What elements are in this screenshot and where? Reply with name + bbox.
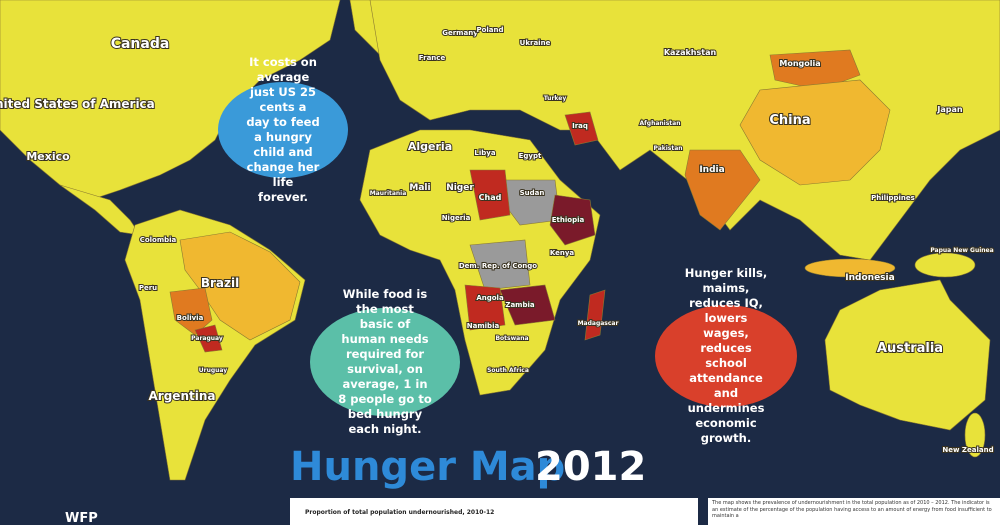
country-label: Colombia	[140, 236, 177, 244]
paraguay	[194, 324, 223, 353]
country-label: Paraguay	[191, 335, 223, 342]
country-label: Philippines	[871, 194, 915, 202]
country-label: Botswana	[495, 335, 528, 342]
new-zealand	[964, 412, 986, 458]
country-label: Peru	[139, 284, 157, 292]
country-label: Turkey	[544, 95, 567, 102]
country-label: Kenya	[550, 249, 575, 257]
note-panel	[708, 498, 1000, 525]
angola	[464, 284, 506, 331]
north-america	[0, 0, 341, 201]
country-label: Libya	[474, 149, 495, 157]
country-label: South Africa	[487, 367, 529, 374]
brazil	[179, 231, 301, 341]
country-label: Mali	[409, 183, 430, 193]
country-label: Nigeria	[442, 214, 471, 222]
india	[684, 149, 761, 231]
country-label: Argentina	[149, 389, 216, 403]
country-label: Mauritania	[370, 190, 407, 197]
country-label: Bolivia	[177, 314, 204, 322]
country-label: Canada	[111, 36, 170, 52]
country-label: Afghanistan	[640, 120, 681, 127]
legend-panel	[290, 498, 698, 525]
new-guinea	[914, 252, 976, 278]
note: The map shows the prevalence of undernou…	[712, 500, 992, 519]
country-label: Algeria	[408, 140, 452, 153]
country-label: Namibia	[467, 322, 500, 330]
country-label: Poland	[476, 26, 503, 34]
country-label: Ukraine	[520, 39, 551, 47]
country-label: India	[699, 165, 724, 175]
country-label: Mexico	[26, 150, 70, 163]
australia	[824, 279, 991, 431]
org: WFP	[65, 511, 98, 525]
legend-title: Proportion of total population undernour…	[305, 509, 494, 516]
country-label: Niger	[446, 183, 474, 193]
country-label: Dem. Rep. of Congo	[459, 262, 537, 270]
country-label: Papua New Guinea	[930, 247, 993, 254]
congo	[469, 239, 531, 291]
callout: It costs on average just US 25 cents a d…	[218, 55, 348, 204]
bolivia	[169, 287, 213, 336]
map-title: Hunger Map	[290, 444, 565, 490]
iraq	[564, 111, 599, 146]
indonesia	[804, 258, 896, 278]
country-label: Angola	[476, 294, 504, 302]
country-label: Sudan	[520, 189, 545, 197]
ethiopia	[549, 194, 596, 246]
country-label: Ethiopia	[552, 216, 585, 224]
madagascar	[584, 289, 606, 341]
country-label: Kazakhstan	[664, 48, 717, 57]
callout: Hunger kills, maims, reduces IQ, lowers …	[655, 266, 797, 445]
country-label: Australia	[877, 341, 943, 356]
country-label: Chad	[479, 193, 502, 202]
china	[739, 79, 891, 186]
country-label: New Zealand	[942, 446, 993, 454]
country-label: Mongolia	[779, 59, 820, 68]
country-label: Zambia	[505, 301, 535, 309]
country-label: China	[769, 113, 810, 128]
country-label: Japan	[936, 105, 963, 114]
country-label: Madagascar	[578, 320, 619, 327]
country-label: Brazil	[201, 276, 239, 290]
map-year: 2012	[535, 444, 646, 490]
country-label: United States of America	[0, 97, 155, 111]
country-label: Egypt	[519, 152, 542, 160]
country-label: Pakistan	[653, 145, 682, 152]
country-label: Iraq	[572, 122, 588, 130]
chad	[469, 169, 511, 221]
country-label: Uruguay	[199, 367, 228, 374]
callout: While food is the most basic of human ne…	[310, 287, 460, 436]
note-box: The map shows the prevalence of undernou…	[712, 500, 992, 519]
zambia	[499, 284, 556, 326]
country-label: France	[419, 54, 446, 62]
country-label: Indonesia	[845, 273, 894, 283]
country-label: Germany	[442, 29, 478, 37]
